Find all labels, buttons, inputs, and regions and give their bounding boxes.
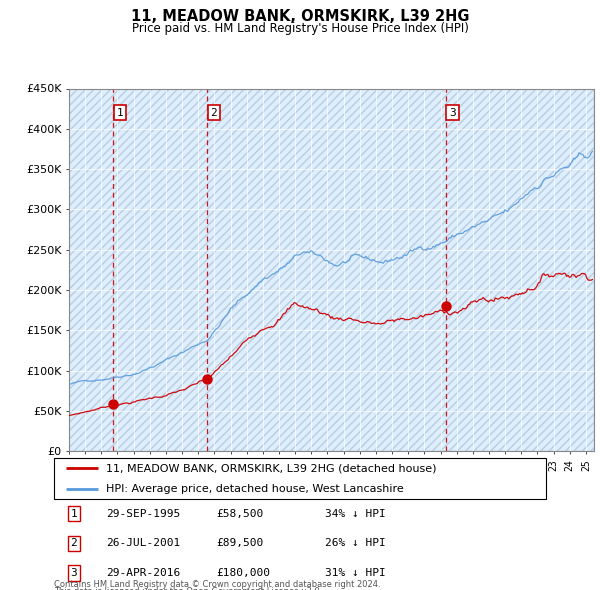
Text: 3: 3 (70, 568, 77, 578)
Text: 29-APR-2016: 29-APR-2016 (106, 568, 180, 578)
Text: Price paid vs. HM Land Registry's House Price Index (HPI): Price paid vs. HM Land Registry's House … (131, 22, 469, 35)
Text: 11, MEADOW BANK, ORMSKIRK, L39 2HG (detached house): 11, MEADOW BANK, ORMSKIRK, L39 2HG (deta… (106, 464, 436, 473)
Text: 2: 2 (211, 108, 217, 117)
Text: Contains HM Land Registry data © Crown copyright and database right 2024.: Contains HM Land Registry data © Crown c… (54, 580, 380, 589)
Text: 29-SEP-1995: 29-SEP-1995 (106, 509, 180, 519)
Text: 31% ↓ HPI: 31% ↓ HPI (325, 568, 385, 578)
Text: £89,500: £89,500 (217, 539, 263, 548)
Text: This data is licensed under the Open Government Licence v3.0.: This data is licensed under the Open Gov… (54, 587, 322, 590)
Text: 34% ↓ HPI: 34% ↓ HPI (325, 509, 385, 519)
Text: 1: 1 (70, 509, 77, 519)
Text: 1: 1 (116, 108, 124, 117)
Text: 26% ↓ HPI: 26% ↓ HPI (325, 539, 385, 548)
Text: 11, MEADOW BANK, ORMSKIRK, L39 2HG: 11, MEADOW BANK, ORMSKIRK, L39 2HG (131, 9, 469, 24)
Text: HPI: Average price, detached house, West Lancashire: HPI: Average price, detached house, West… (106, 484, 403, 493)
Text: 2: 2 (70, 539, 77, 548)
FancyBboxPatch shape (54, 458, 546, 499)
Text: 26-JUL-2001: 26-JUL-2001 (106, 539, 180, 548)
Text: £58,500: £58,500 (217, 509, 263, 519)
Text: £180,000: £180,000 (217, 568, 271, 578)
Text: 3: 3 (449, 108, 456, 117)
